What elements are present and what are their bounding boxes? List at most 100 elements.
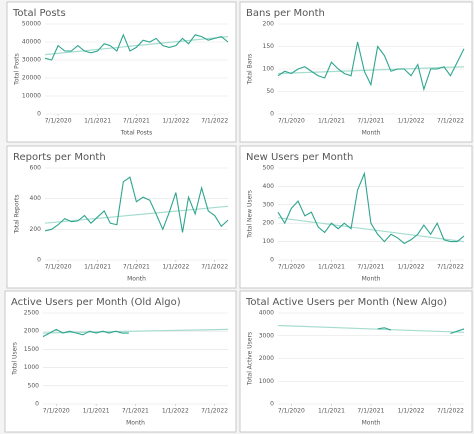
x-axis-label: Month [362,276,381,283]
chart-title: Total Posts [12,8,66,19]
x-tick-label: 1/1/2022 [398,118,425,125]
panel-background [4,290,237,433]
chart-panel: New Users per Month 0 100 200 300 400 500 7/1/2… [239,145,473,289]
x-tick-label: 7/1/2022 [437,408,464,415]
x-tick-label: 7/1/2021 [122,408,149,415]
y-tick-label: 20000 [22,75,41,82]
x-tick-label: 1/1/2021 [318,408,345,415]
y-axis-label: Total Posts [14,53,21,86]
x-tick-label: 7/1/2021 [123,118,150,125]
y-tick-label: 1500 [24,346,39,353]
x-tick-label: 1/1/2022 [162,408,189,415]
x-tick-label: 7/1/2022 [201,408,228,415]
y-tick-label: 100 [263,66,275,73]
x-tick-label: 7/1/2020 [278,264,305,271]
y-axis-label: Total Users [12,342,19,376]
trend-line [44,205,229,224]
y-axis-label: Total New Users [247,190,254,239]
panel-background [239,290,473,433]
panel-background [239,145,473,289]
y-tick-label: 1000 [259,378,274,385]
x-tick-label: 7/1/2020 [45,264,72,271]
y-tick-label: 0 [270,401,274,408]
x-tick-label: 1/1/2021 [318,118,345,125]
trend-line [277,324,465,333]
x-tick-label: 7/1/2020 [43,408,70,415]
x-tick-label: 1/1/2021 [84,264,111,271]
chart-panel: Active Users per Month (Old Algo) 0 500 100… [4,290,237,433]
x-tick-label: 7/1/2020 [278,408,305,415]
series-line [44,33,229,61]
chart-title: Reports per Month [13,152,106,163]
x-tick-label: 1/1/2022 [162,264,189,271]
y-tick-label: 2500 [24,310,39,317]
chart-title: New Users per Month [246,152,353,163]
series-line [277,41,465,92]
y-tick-label: 300 [263,201,275,208]
y-tick-label: 1000 [24,364,39,371]
series-line [377,327,465,335]
y-tick-label: 30000 [22,57,41,64]
y-tick-label: 200 [263,21,275,28]
y-tick-label: 2000 [259,355,274,362]
y-tick-label: 0 [37,257,41,264]
x-tick-label: 7/1/2022 [201,118,228,125]
x-tick-label: 7/1/2021 [357,408,384,415]
x-axis-label: Month [362,130,381,137]
panel-background [6,1,237,143]
x-tick-label: 7/1/2020 [45,118,72,125]
x-tick-label: 1/1/2021 [83,408,110,415]
y-tick-label: 500 [28,382,40,389]
series-line [42,328,129,338]
x-tick-label: 7/1/2022 [201,264,228,271]
x-axis-label: Month [362,420,381,427]
y-tick-label: 0 [37,111,41,118]
chart-title: Total Active Users per Month (New Algo) [245,297,447,308]
y-tick-label: 0 [270,111,274,118]
y-axis-label: Total Bans [247,54,254,86]
trend-line [277,217,465,243]
panel-background [6,145,237,289]
y-tick-label: 100 [263,238,275,245]
y-tick-label: 2000 [24,328,39,335]
y-tick-label: 200 [263,220,275,227]
y-tick-label: 150 [263,43,275,50]
x-tick-label: 1/1/2022 [398,264,425,271]
chart-title: Bans per Month [246,8,325,19]
x-tick-label: 7/1/2022 [437,118,464,125]
x-tick-label: 7/1/2020 [278,118,305,125]
chart-panel: Reports per Month 0 200 400 600 7/1/2020 1/1/2… [6,145,237,289]
y-tick-label: 10000 [22,93,41,100]
x-tick-label: 1/1/2021 [84,118,111,125]
y-axis-label: Total Active Users [247,332,254,386]
chart-panel: Total Active Users per Month (New Algo) 0… [239,290,473,433]
y-tick-label: 500 [263,165,275,172]
x-tick-label: 7/1/2021 [357,264,384,271]
y-tick-label: 40000 [22,39,41,46]
chart-panel: Total Posts 0 10000 20000 30000 40000 50000 7/1… [6,1,237,143]
x-tick-label: 1/1/2022 [398,408,425,415]
y-axis-label: Total Reports [14,195,21,235]
x-axis-label: Total Posts [120,130,153,137]
y-tick-label: 400 [30,195,42,202]
trend-line [44,36,229,56]
y-tick-label: 3000 [259,332,274,339]
y-tick-label: 600 [30,165,42,172]
y-tick-label: 50000 [22,21,41,28]
x-tick-label: 7/1/2022 [437,264,464,271]
x-tick-label: 7/1/2021 [357,118,384,125]
series-line [44,176,229,233]
panel-background [239,1,473,143]
trend-line [277,66,465,75]
x-tick-label: 1/1/2021 [318,264,345,271]
chart-title: Active Users per Month (Old Algo) [11,297,181,308]
x-axis-label: Month [127,276,146,283]
x-tick-label: 7/1/2021 [123,264,150,271]
x-axis-label: Month [126,420,145,427]
y-tick-label: 200 [30,226,42,233]
y-tick-label: 0 [35,401,39,408]
y-tick-label: 0 [270,257,274,264]
y-tick-label: 400 [263,183,275,190]
chart-panel: Bans per Month 0 50 100 150 200 7/1/2020 1/1/20… [239,1,473,143]
